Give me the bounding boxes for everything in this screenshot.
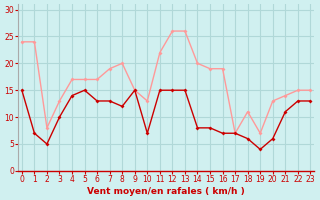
X-axis label: Vent moyen/en rafales ( km/h ): Vent moyen/en rafales ( km/h ) (87, 187, 245, 196)
